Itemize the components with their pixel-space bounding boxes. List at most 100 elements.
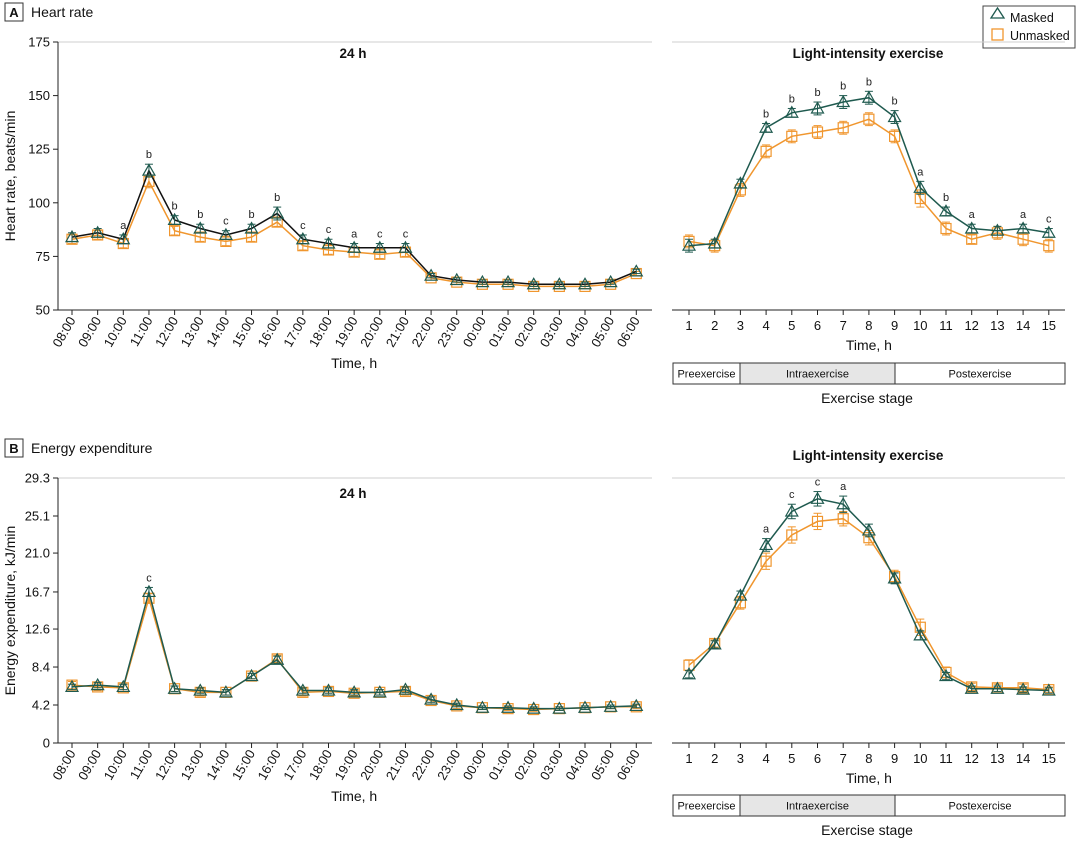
significance-label: b	[274, 192, 280, 204]
legend-masked-marker	[989, 6, 1006, 19]
x-tick-label: 10	[913, 318, 927, 333]
x-tick-label: 13:00	[178, 747, 207, 783]
x-tick-label: 14:00	[203, 314, 232, 350]
unmasked-point-marker	[966, 233, 978, 245]
masked-point-marker	[116, 232, 131, 245]
panel-b-title: Energy expenditure	[31, 440, 153, 456]
masked-point-marker	[964, 681, 979, 694]
significance-label: b	[892, 96, 898, 108]
masked-point-marker	[193, 683, 208, 696]
significance-label: c	[326, 224, 332, 236]
x-tick-label: 12:00	[152, 747, 181, 783]
heart-rate-24h-plot: 50 75 100 125 150 175 Heart rate, beats/min 08:…	[2, 35, 652, 371]
significance-label: b	[172, 201, 178, 213]
masked-point-marker	[141, 163, 156, 176]
masked-point-marker	[990, 223, 1005, 236]
x-tick-label: 12	[964, 318, 978, 333]
x-tick-label: 09:00	[75, 747, 104, 783]
x-tick-label: 1	[685, 751, 692, 766]
unmasked-point-marker	[837, 122, 849, 134]
x-tick-label: 9	[891, 318, 898, 333]
significance-label: c	[377, 229, 383, 241]
unmasked-point-marker	[1017, 233, 1029, 245]
masked-point-marker	[90, 225, 105, 238]
y-tick-label: 0	[43, 736, 50, 751]
masked-point-marker	[938, 668, 954, 682]
masked-point-marker	[1041, 683, 1056, 696]
x-tick-label: 8	[865, 318, 872, 333]
masked-point-marker	[475, 274, 490, 288]
x-tick-label: 6	[814, 751, 821, 766]
x-tick-label: 01:00	[485, 747, 514, 783]
exercise-stage-bar-a: Preexercise Intraexercise Postexercise Exer…	[672, 362, 1066, 406]
masked-point-marker	[372, 685, 387, 698]
x-tick-label: 11:00	[127, 747, 156, 782]
x-tick-label: 15:00	[229, 747, 258, 783]
plot-title: 24 h	[339, 486, 366, 501]
x-tick-label: 6	[814, 318, 821, 333]
masked-point-marker	[449, 272, 464, 286]
x-tick-label: 19:00	[331, 747, 360, 783]
series-masked	[681, 90, 1056, 253]
masked-point-marker	[681, 238, 697, 251]
x-tick-label: 00:00	[460, 314, 489, 350]
significance-label: b	[814, 87, 820, 99]
masked-point-marker	[759, 537, 774, 551]
masked-point-marker	[64, 229, 80, 243]
masked-point-marker	[347, 240, 362, 253]
significance-label: b	[866, 76, 872, 88]
x-tick-label: 08:00	[49, 747, 78, 783]
x-tick-label: 04:00	[562, 314, 591, 350]
x-axis-label: Time, h	[331, 355, 377, 371]
x-tick-label: 03:00	[537, 747, 566, 783]
masked-point-marker	[398, 240, 413, 253]
panel-a-title: Heart rate	[31, 4, 93, 20]
masked-point-marker	[577, 277, 593, 290]
x-tick-label: 18:00	[306, 314, 335, 350]
masked-point-marker	[759, 120, 774, 133]
stage-postexercise-box	[894, 362, 1066, 385]
y-tick-label: 29.3	[25, 471, 50, 486]
significance-label: c	[1046, 214, 1052, 226]
significance-label: c	[403, 229, 409, 241]
significance-label: c	[146, 572, 152, 584]
legend-masked-label: Masked	[1010, 11, 1054, 25]
masked-point-marker	[603, 699, 618, 712]
masked-point-marker	[398, 682, 413, 695]
masked-point-marker	[321, 236, 336, 249]
masked-point-marker	[861, 523, 876, 536]
masked-point-marker	[424, 692, 439, 705]
masked-point-marker	[193, 221, 208, 234]
x-tick-label: 21:00	[383, 747, 412, 783]
x-tick-label: 9	[891, 751, 898, 766]
x-tick-label: 7	[840, 318, 847, 333]
unmasked-point-marker	[1043, 240, 1055, 252]
masked-point-marker	[990, 681, 1005, 694]
x-tick-label: 3	[737, 318, 744, 333]
unmasked-point-marker	[786, 130, 798, 142]
masked-point-marker	[733, 588, 748, 601]
unmasked-point-marker	[811, 126, 824, 138]
significance-label: a	[1020, 209, 1027, 221]
significance-label: b	[146, 149, 152, 161]
x-tick-label: 12:00	[152, 314, 181, 350]
x-tick-label: 22:00	[408, 314, 437, 350]
masked-point-marker	[167, 681, 182, 694]
significance-label: b	[763, 108, 769, 120]
significance-label: a	[120, 220, 127, 232]
masked-point-marker	[475, 700, 490, 713]
unmasked-point-marker	[528, 703, 540, 716]
x-tick-label: 15:00	[229, 314, 258, 350]
x-tick-label: 16:00	[255, 314, 284, 350]
unmasked-point-marker	[837, 513, 849, 525]
x-tick-label: 13:00	[178, 314, 207, 350]
masked-point-marker	[887, 571, 902, 584]
masked-point-marker	[887, 109, 902, 123]
x-tick-label: 08:00	[49, 314, 78, 350]
x-tick-label: 19:00	[331, 314, 360, 350]
series-masked	[681, 491, 1056, 696]
masked-point-marker	[218, 685, 233, 698]
unmasked-point-marker	[811, 515, 824, 528]
